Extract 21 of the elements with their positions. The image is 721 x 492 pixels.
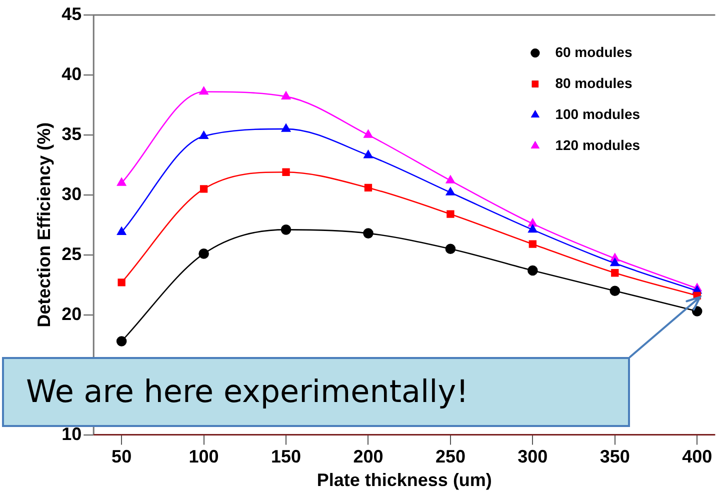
x-tick-label: 250 [435, 446, 466, 467]
y-tick-label: 20 [62, 304, 82, 324]
x-tick-label: 400 [682, 446, 712, 467]
x-tick-label: 50 [112, 446, 132, 467]
y-tick-label: 25 [62, 244, 82, 264]
callout-box: We are here experimentally! [2, 357, 630, 427]
y-tick-label: 45 [62, 4, 82, 24]
x-axis-title: Plate thickness (um) [316, 470, 492, 490]
legend-label: 80 modules [555, 74, 632, 91]
y-tick-label: 40 [62, 64, 82, 84]
legend-label: 100 modules [555, 106, 640, 122]
legend-label: 60 modules [555, 44, 632, 60]
y-axis-title: Detection Efficiency (%) [34, 122, 54, 328]
x-tick-label: 100 [188, 446, 219, 467]
y-tick-label: 35 [62, 124, 82, 144]
x-tick-label: 300 [518, 446, 548, 467]
y-tick-label: 30 [62, 184, 82, 204]
x-tick-label: 350 [600, 446, 630, 467]
legend-label: 120 modules [555, 136, 640, 153]
x-tick-label: 200 [353, 446, 384, 467]
x-tick-label: 150 [270, 446, 302, 467]
